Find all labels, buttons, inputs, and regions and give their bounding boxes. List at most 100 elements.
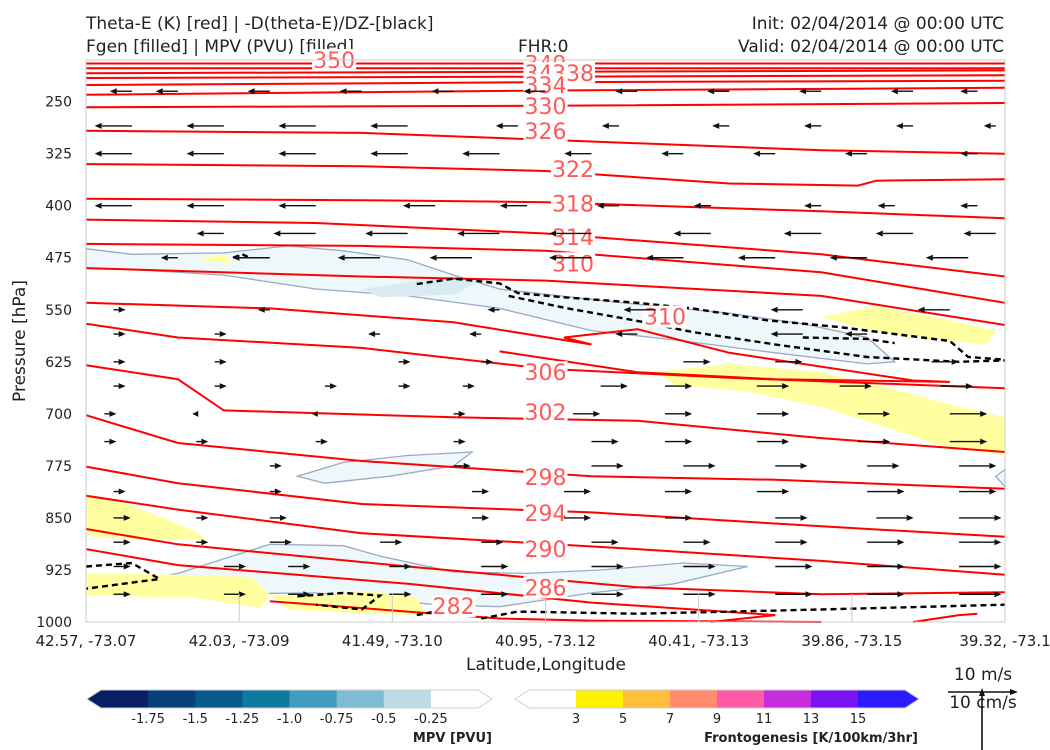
wind-vector-head [897,591,905,598]
x-tick-label-6: 39.32, -73.1 [959,632,1050,650]
wind-vector-head [329,383,337,390]
colorbar-swatch [576,690,624,708]
wind-vector-head [707,88,715,95]
theta-e-contour-9 [85,163,1006,187]
y-tick-label-850: 850 [45,511,72,527]
wind-vector-head [989,462,997,469]
wind-vector-head [980,410,988,417]
y-axis-label: Pressure [hPa] [10,280,30,402]
wind-vector-head [404,591,412,598]
contour-label-318-8: 318 [552,193,594,218]
wind-vector-head [274,462,282,469]
colorbar-swatch [195,690,243,708]
x-tick-label-3: 40.95, -73.12 [495,632,596,650]
wind-vector-head [804,122,812,129]
wind-vector-head [94,202,102,209]
theta-e-contour-16 [85,364,1006,453]
theta-e-contour-10 [85,197,1006,220]
colorbar-tick-fgen: 5 [619,712,627,727]
wind-vector-head [339,88,347,95]
wind-vector-head [365,230,373,237]
contour-label-330-5: 330 [525,95,567,120]
contour-label-bg [523,502,568,525]
contour-label-bg [523,576,568,599]
y-tick-label-325: 325 [45,147,72,163]
neg-dthetae-dz-contour-5 [85,561,164,590]
colorbar-swatch [242,690,290,708]
wind-vector-head [883,438,891,445]
wind-vector-head [685,410,693,417]
colorbar-swatch [336,690,385,708]
neg-dthetae-dz-contour-2 [508,294,1006,364]
colorbar-tick-mpv: -0.25 [414,712,448,727]
colorbar-swatch [717,690,765,708]
fgen-region-1 [821,306,996,345]
wind-vector-head [284,539,292,546]
wind-vector-head [960,150,968,157]
theta-e-contour-20 [85,528,1006,596]
colorbar-tick-mpv: -0.5 [371,712,396,727]
wind-vector-head [844,331,852,338]
wind-vector-head [782,488,790,495]
wind-vector-head [892,462,900,469]
contour-label-310-10: 310 [552,252,594,277]
colorbar-swatch [764,690,812,708]
y-tick-label-925: 925 [45,563,72,579]
colorbar-tick-mpv: -1.0 [277,712,302,727]
wind-vector-head [186,202,194,209]
wind-vector-head [273,230,281,237]
wind-vector-head [402,202,410,209]
wind-vector-head [462,150,470,157]
wind-vector-head [219,383,227,390]
wind-vector-head [257,306,265,313]
wind-vector-head [501,563,509,570]
wind-vector-head [994,514,1002,521]
wind-vector-head [123,563,131,570]
wind-vector-head [737,254,745,261]
wind-vector-head [623,306,631,313]
mpv-core-region [361,278,482,298]
wind-vector-head [800,539,808,546]
wind-vector-head [320,438,328,445]
wind-vector-head [94,150,102,157]
contour-label-314-9: 314 [552,226,594,251]
wind-vector-head [186,150,194,157]
neg-dthetae-dz-contour-8 [480,603,1006,620]
colorbar-tick-fgen: 9 [713,712,721,727]
wind-vector-head [890,88,898,95]
wind-vector-head [875,230,883,237]
x-axis-label: Latitude,Longitude [466,655,626,675]
wind-vector-head [118,306,126,313]
wind-vector-head [615,331,623,338]
wind-vector-head [118,488,126,495]
theta-e-contour-13 [85,267,1006,326]
theta-e-contour-17 [85,414,1006,490]
wind-vector-head [963,230,971,237]
wind-vector-head [601,122,609,129]
colorbar-swatch [430,690,479,708]
x-tick-label-1: 42.03, -73.09 [189,632,290,650]
wind-vector-head [123,591,131,598]
wind-vector-head [404,563,412,570]
colorbar-label-fgen: Frontogenesis [K/100km/3hr] [704,731,918,746]
wind-vector-head [403,383,411,390]
fgen-region-5 [269,590,426,616]
wind-vector-head [661,150,669,157]
wind-vector-head [549,230,557,237]
wind-vector-head [616,591,624,598]
wind-vector-head [685,438,693,445]
wind-vector-head [615,88,623,95]
wind-vector-head [501,591,509,598]
wind-vector-head [239,563,247,570]
wind-vector-head [337,254,345,261]
colorbar-swatch [383,690,432,708]
wind-vector-head [457,230,465,237]
wind-vector-head [685,488,693,495]
wind-vector-head [584,488,592,495]
contour-label-bg [523,361,568,384]
neg-dthetae-dz-contour-3 [802,336,895,345]
wind-vector-head [499,202,507,209]
fgen-region-3 [86,493,206,541]
contour-label-bg [523,465,568,488]
wind-vector-head [482,488,490,495]
